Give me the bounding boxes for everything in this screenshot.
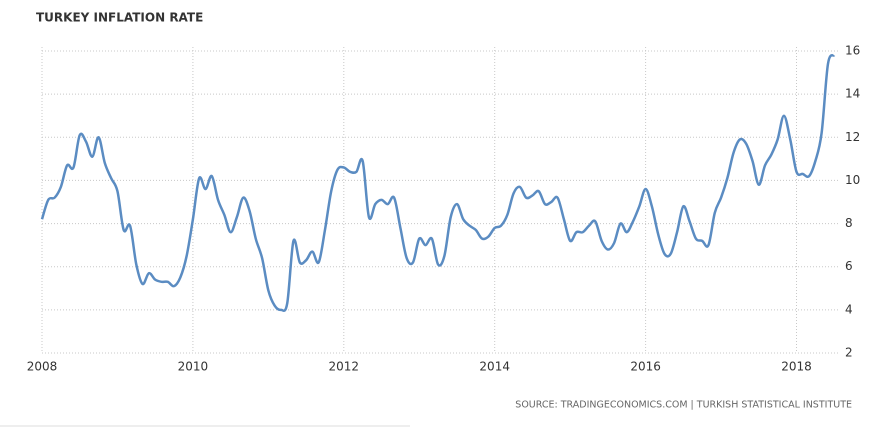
y-tick-label: 2 (845, 346, 853, 360)
y-tick-label: 14 (845, 87, 860, 101)
x-tick-label: 2016 (630, 360, 661, 374)
y-tick-label: 6 (845, 259, 853, 273)
data-line (40, 54, 836, 313)
source: SOURCE: TRADINGECONOMICS.COM | TURKISH S… (515, 400, 852, 411)
x-tick-label: 2010 (178, 360, 209, 374)
y-tick-label: 16 (845, 44, 860, 58)
x-tick-label: 2008 (27, 360, 58, 374)
x-tick-label: 2012 (329, 360, 360, 374)
y-tick-label: 10 (845, 173, 860, 187)
x-tick-label: 2018 (781, 360, 812, 374)
y-tick-label: 12 (845, 130, 860, 144)
y-tick-label: 4 (845, 302, 853, 316)
chart-title: TURKEY INFLATION RATE (36, 11, 203, 25)
y-tick-label: 8 (845, 216, 853, 230)
x-tick-label: 2014 (479, 360, 510, 374)
